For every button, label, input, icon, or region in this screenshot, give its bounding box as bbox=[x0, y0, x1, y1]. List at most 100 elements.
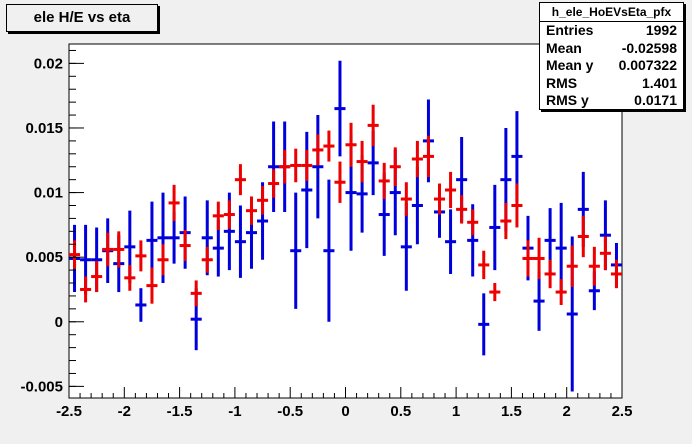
y-tick-label: 0.02 bbox=[34, 55, 63, 72]
data-point-red bbox=[500, 202, 512, 240]
data-point-red bbox=[268, 169, 280, 198]
data-point-red bbox=[113, 231, 125, 268]
data-point-red bbox=[577, 215, 589, 258]
x-tick-label: -0.5 bbox=[277, 403, 303, 420]
x-tick-label: 0 bbox=[341, 403, 349, 420]
stats-label: RMS bbox=[546, 74, 578, 91]
stats-row-rms-y: RMS y 0.0171 bbox=[540, 92, 683, 110]
data-point-red bbox=[323, 130, 335, 162]
data-point-red bbox=[522, 240, 534, 277]
y-tick-label: 0.01 bbox=[34, 185, 63, 202]
data-point-red bbox=[378, 162, 390, 200]
stats-value: 0.007322 bbox=[618, 57, 677, 73]
data-point-red bbox=[168, 184, 180, 221]
y-tick-label: 0.005 bbox=[25, 249, 63, 266]
data-point-red bbox=[478, 250, 490, 280]
data-point-red bbox=[367, 104, 379, 147]
data-point-blue bbox=[478, 293, 490, 356]
y-tick-label: 0.015 bbox=[25, 120, 63, 137]
stats-row-mean: Mean -0.02598 bbox=[540, 40, 683, 58]
y-tick-label: 0 bbox=[55, 314, 63, 331]
data-point-red bbox=[290, 148, 302, 183]
stats-label: Mean y bbox=[546, 57, 594, 73]
data-point-blue bbox=[400, 202, 412, 291]
data-point-red bbox=[345, 122, 357, 167]
stats-value: 1.401 bbox=[641, 74, 677, 91]
data-point-red bbox=[190, 280, 202, 307]
data-point-red bbox=[445, 171, 457, 209]
data-point-red bbox=[511, 183, 523, 228]
data-point-red bbox=[566, 245, 578, 287]
histogram-title: ele H/E vs eta bbox=[6, 4, 158, 32]
x-tick-label: 1.5 bbox=[501, 403, 522, 420]
data-point-red bbox=[588, 246, 600, 286]
data-point-red bbox=[102, 232, 114, 267]
data-point-red bbox=[245, 196, 258, 225]
data-point-red bbox=[389, 147, 401, 187]
plot-frame bbox=[68, 43, 623, 399]
data-point-red bbox=[599, 236, 611, 271]
data-point-blue bbox=[555, 202, 567, 294]
data-point-blue bbox=[135, 288, 147, 322]
data-point-red bbox=[135, 240, 147, 272]
data-point-blue bbox=[533, 271, 545, 331]
stats-label: Mean bbox=[546, 39, 582, 56]
data-point-red bbox=[555, 279, 567, 305]
data-point-red bbox=[124, 264, 136, 291]
data-point-red bbox=[533, 237, 545, 280]
data-point-red bbox=[356, 140, 368, 183]
axes: -2.5 -2 -1.5 -1 -0.5 0 0.5 1 1.5 2 2.5 -0.005 0 0.005… bbox=[20, 49, 633, 420]
data-point-red bbox=[212, 201, 224, 231]
stats-value: 0.0171 bbox=[634, 92, 677, 108]
data-point-red bbox=[610, 259, 622, 289]
data-point-red bbox=[157, 244, 169, 276]
data-point-red bbox=[146, 267, 158, 304]
y-tick-label: -0.005 bbox=[20, 378, 63, 395]
data-point-red bbox=[69, 240, 81, 269]
x-tick-label: 2 bbox=[563, 403, 571, 420]
x-tick-label: 0.5 bbox=[390, 403, 411, 420]
stats-row-entries: Entries 1992 bbox=[540, 22, 683, 40]
data-point-red bbox=[467, 209, 479, 236]
stats-row-rms: RMS 1.401 bbox=[540, 75, 683, 93]
data-point-blue bbox=[323, 179, 335, 322]
data-point-blue bbox=[445, 209, 457, 274]
data-point-red bbox=[334, 161, 346, 203]
data-point-blue bbox=[489, 184, 501, 271]
x-tick-label: -1 bbox=[228, 403, 241, 420]
data-point-red bbox=[433, 183, 446, 215]
stats-value: 1992 bbox=[645, 22, 677, 38]
data-point-red bbox=[179, 230, 191, 262]
data-point-blue bbox=[146, 201, 158, 280]
x-tick-label: -2 bbox=[118, 403, 131, 420]
data-point-red bbox=[456, 195, 468, 224]
data-point-red bbox=[400, 182, 412, 216]
data-point-red bbox=[544, 259, 556, 289]
data-point-red bbox=[91, 261, 103, 293]
data-point-blue bbox=[334, 60, 346, 157]
data-point-red bbox=[411, 140, 423, 178]
stats-histogram-name: h_ele_HoEVsEta_pfx bbox=[540, 3, 683, 22]
data-point-blue bbox=[411, 166, 423, 245]
data-point-red bbox=[201, 246, 213, 273]
data-point-red bbox=[422, 135, 434, 178]
stats-label: Entries bbox=[546, 22, 594, 38]
x-tick-label: 2.5 bbox=[612, 403, 633, 420]
data-point-red bbox=[312, 134, 324, 166]
data-point-red bbox=[489, 283, 501, 302]
x-tick-label: 1 bbox=[452, 403, 460, 420]
x-tick-label: -1.5 bbox=[167, 403, 193, 420]
data-point-blue bbox=[312, 115, 324, 219]
stats-label: RMS y bbox=[546, 92, 589, 108]
data-point-red bbox=[257, 186, 269, 215]
data-point-red bbox=[234, 164, 246, 196]
data-point-red bbox=[223, 200, 235, 229]
stats-box: h_ele_HoEVsEta_pfx Entries 1992 Mean -0.… bbox=[539, 2, 684, 110]
data-point-red bbox=[279, 149, 291, 184]
stats-value: -0.02598 bbox=[621, 39, 677, 56]
x-tick-label: -2.5 bbox=[56, 403, 82, 420]
data-point-blue bbox=[234, 205, 246, 278]
data-points bbox=[69, 60, 622, 392]
data-point-red bbox=[301, 149, 313, 181]
